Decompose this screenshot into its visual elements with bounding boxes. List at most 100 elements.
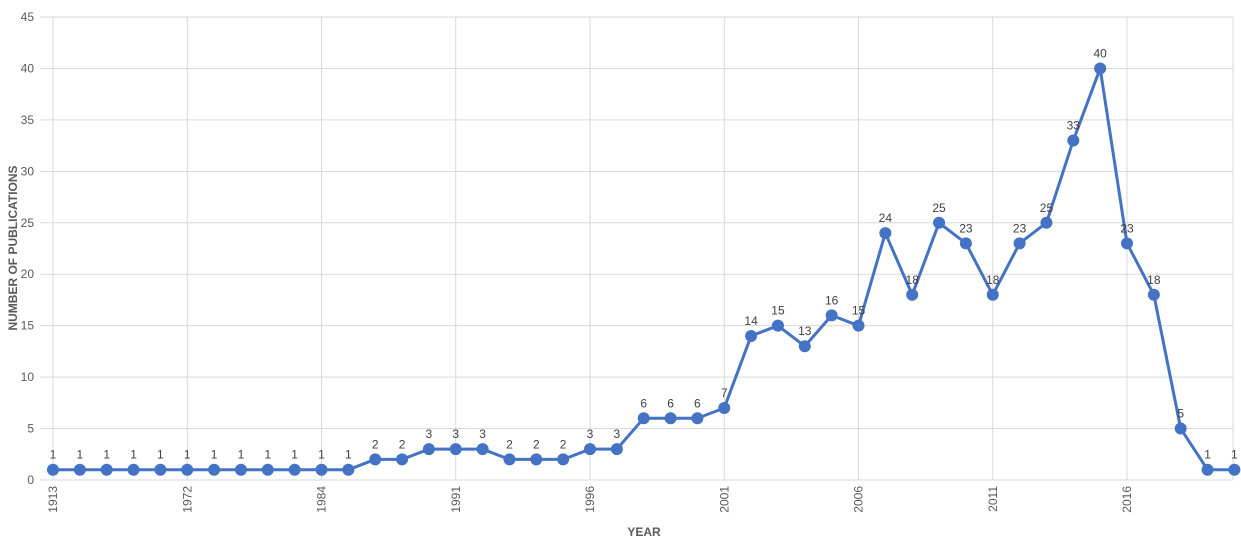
data-point <box>181 463 194 476</box>
y-tick-label: 35 <box>21 113 35 127</box>
data-label: 25 <box>1040 201 1054 215</box>
data-point <box>664 412 677 425</box>
data-label: 33 <box>1067 118 1081 132</box>
data-point <box>315 463 328 476</box>
data-point <box>1147 288 1160 301</box>
data-label: 7 <box>721 386 728 400</box>
x-tick-label: 1972 <box>180 486 194 513</box>
y-tick-label: 15 <box>21 319 35 333</box>
data-point <box>959 237 972 250</box>
y-tick-label: 25 <box>21 216 35 230</box>
data-label: 24 <box>879 211 893 225</box>
data-point <box>771 319 784 332</box>
x-axis-tick-labels: 1913 1972 1984 1991 1996 2001 2006 2011 2016 <box>46 486 1134 513</box>
data-labels: 1 1 1 1 1 1 1 1 1 1 1 12 23 3 32 2 23 36 6 6714151316152418… <box>50 46 1238 461</box>
data-point <box>852 319 865 332</box>
data-label: 2 <box>399 437 406 451</box>
data-point <box>73 463 86 476</box>
data-point <box>557 453 570 466</box>
data-label: 3 <box>426 427 433 441</box>
y-axis-title: NUMBER OF PUBLICATIONS <box>6 165 20 330</box>
data-point <box>396 453 409 466</box>
x-tick-label: 2011 <box>986 486 1000 512</box>
data-point <box>1040 216 1053 229</box>
data-point <box>208 463 221 476</box>
data-point <box>422 443 435 456</box>
data-point <box>530 453 543 466</box>
data-label: 18 <box>906 273 920 287</box>
data-point <box>154 463 167 476</box>
x-axis-title: YEAR <box>627 525 661 539</box>
data-point <box>1067 134 1080 147</box>
x-tick-label: 1984 <box>315 486 329 513</box>
data-label: 1 <box>130 448 137 462</box>
data-point <box>879 227 892 240</box>
data-point <box>986 288 999 301</box>
data-point <box>798 340 811 353</box>
data-label: 2 <box>560 437 567 451</box>
data-label: 15 <box>852 304 866 318</box>
data-label: 1 <box>1231 448 1238 462</box>
data-point <box>1174 422 1187 435</box>
data-label: 13 <box>798 324 812 338</box>
y-axis-tick-labels: 0 5 10 15 20 25 30 35 40 45 <box>21 10 35 487</box>
data-point <box>825 309 838 322</box>
data-point <box>584 443 596 456</box>
data-label: 2 <box>372 437 379 451</box>
gridlines <box>40 16 1234 481</box>
data-point <box>234 463 247 476</box>
data-label: 40 <box>1093 46 1107 60</box>
x-tick-label: 2016 <box>1120 486 1134 513</box>
data-label: 1 <box>238 448 245 462</box>
data-label: 18 <box>1147 273 1161 287</box>
data-label: 1 <box>291 448 298 462</box>
data-label: 6 <box>694 396 701 410</box>
data-point <box>127 463 140 476</box>
x-tick-label: 2001 <box>717 486 731 513</box>
data-label: 1 <box>77 448 84 462</box>
data-label: 6 <box>667 396 674 410</box>
data-label: 6 <box>640 396 647 410</box>
data-label: 3 <box>614 427 621 441</box>
data-label: 23 <box>959 221 973 235</box>
y-tick-label: 40 <box>21 61 35 75</box>
data-label: 23 <box>1120 221 1134 235</box>
data-point <box>100 463 113 476</box>
data-point <box>47 463 59 476</box>
data-point <box>1201 463 1214 476</box>
data-label: 18 <box>986 273 1000 287</box>
data-label: 1 <box>318 448 325 462</box>
data-point <box>745 329 758 342</box>
data-label: 16 <box>825 293 839 307</box>
data-label: 15 <box>771 304 785 318</box>
data-label: 1 <box>157 448 164 462</box>
data-label: 3 <box>587 427 594 441</box>
data-label: 1 <box>50 448 57 462</box>
data-label: 2 <box>506 437 513 451</box>
y-tick-label: 5 <box>27 422 34 436</box>
data-label: 3 <box>479 427 486 441</box>
data-label: 2 <box>533 437 540 451</box>
data-label: 1 <box>264 448 271 462</box>
data-label: 14 <box>744 314 758 328</box>
data-label: 1 <box>103 448 110 462</box>
data-point <box>1121 237 1133 250</box>
data-label: 3 <box>452 427 459 441</box>
data-point <box>906 288 919 301</box>
data-label: 1 <box>184 448 191 462</box>
x-tick-label: 2006 <box>852 486 866 513</box>
y-tick-label: 30 <box>21 164 35 178</box>
data-point <box>610 443 623 456</box>
data-point <box>718 401 731 414</box>
y-tick-label: 10 <box>21 370 35 384</box>
data-point <box>1228 463 1241 476</box>
data-point <box>637 412 650 425</box>
data-label: 5 <box>1177 407 1184 421</box>
data-point <box>1013 237 1026 250</box>
data-label: 1 <box>211 448 218 462</box>
data-point <box>476 443 489 456</box>
data-label: 23 <box>1013 221 1027 235</box>
y-tick-label: 0 <box>27 473 34 487</box>
data-point <box>369 453 382 466</box>
